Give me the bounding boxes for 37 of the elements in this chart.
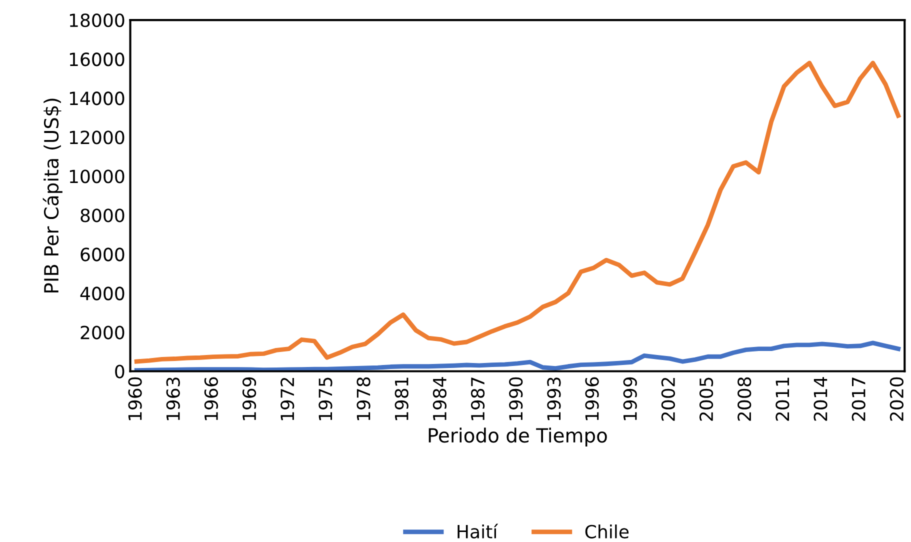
y-tick-label: 16000	[70, 52, 124, 66]
y-tick-label: 0	[115, 364, 124, 378]
y-tick-label: 12000	[70, 130, 124, 144]
line-series	[134, 60, 900, 364]
x-tick-label: 1969	[242, 377, 256, 420]
x-tick-label: 2014	[814, 377, 828, 421]
x-tick-label: 1996	[585, 377, 599, 420]
x-tick-label: 1984	[432, 377, 447, 420]
x-tick-label: 2008	[738, 377, 752, 421]
y-tick-label: 2000	[80, 326, 124, 340]
x-tick-label: 1978	[356, 377, 370, 420]
y-tick-label: 14000	[70, 92, 124, 106]
x-tick-label: 1999	[623, 377, 637, 420]
x-tick-label: 1981	[394, 378, 408, 420]
x-tick-label: 1990	[509, 377, 523, 420]
x-tick-label: 1987	[470, 378, 485, 420]
x-tick-label: 1966	[204, 377, 218, 420]
line-series	[134, 340, 900, 372]
y-tick-label: 10000	[70, 170, 124, 184]
x-tick-label: 1975	[318, 378, 332, 420]
x-tick-label: 2017	[852, 378, 866, 421]
x-tick-label: 2002	[661, 378, 676, 421]
legend-label: Haití	[458, 524, 498, 538]
y-axis-title: PIB Per Cápita (US$)	[42, 98, 62, 292]
legend-label: Chile	[585, 524, 629, 538]
x-tick-label: 1972	[280, 378, 294, 420]
y-tick-label: 8000	[80, 208, 124, 222]
x-tick-label: 1960	[128, 377, 142, 420]
y-tick-label: 4000	[80, 286, 124, 300]
y-tick-label: 18000	[70, 14, 124, 28]
x-tick-label: 2005	[699, 378, 714, 421]
x-axis-title: Periodo de Tiempo	[428, 428, 607, 446]
y-tick-label: 6000	[80, 248, 124, 262]
x-tick-label: 2020	[890, 377, 904, 421]
x-tick-label: 2011	[776, 378, 790, 421]
x-tick-label: 1993	[547, 378, 561, 420]
x-tick-label: 1963	[166, 378, 180, 420]
